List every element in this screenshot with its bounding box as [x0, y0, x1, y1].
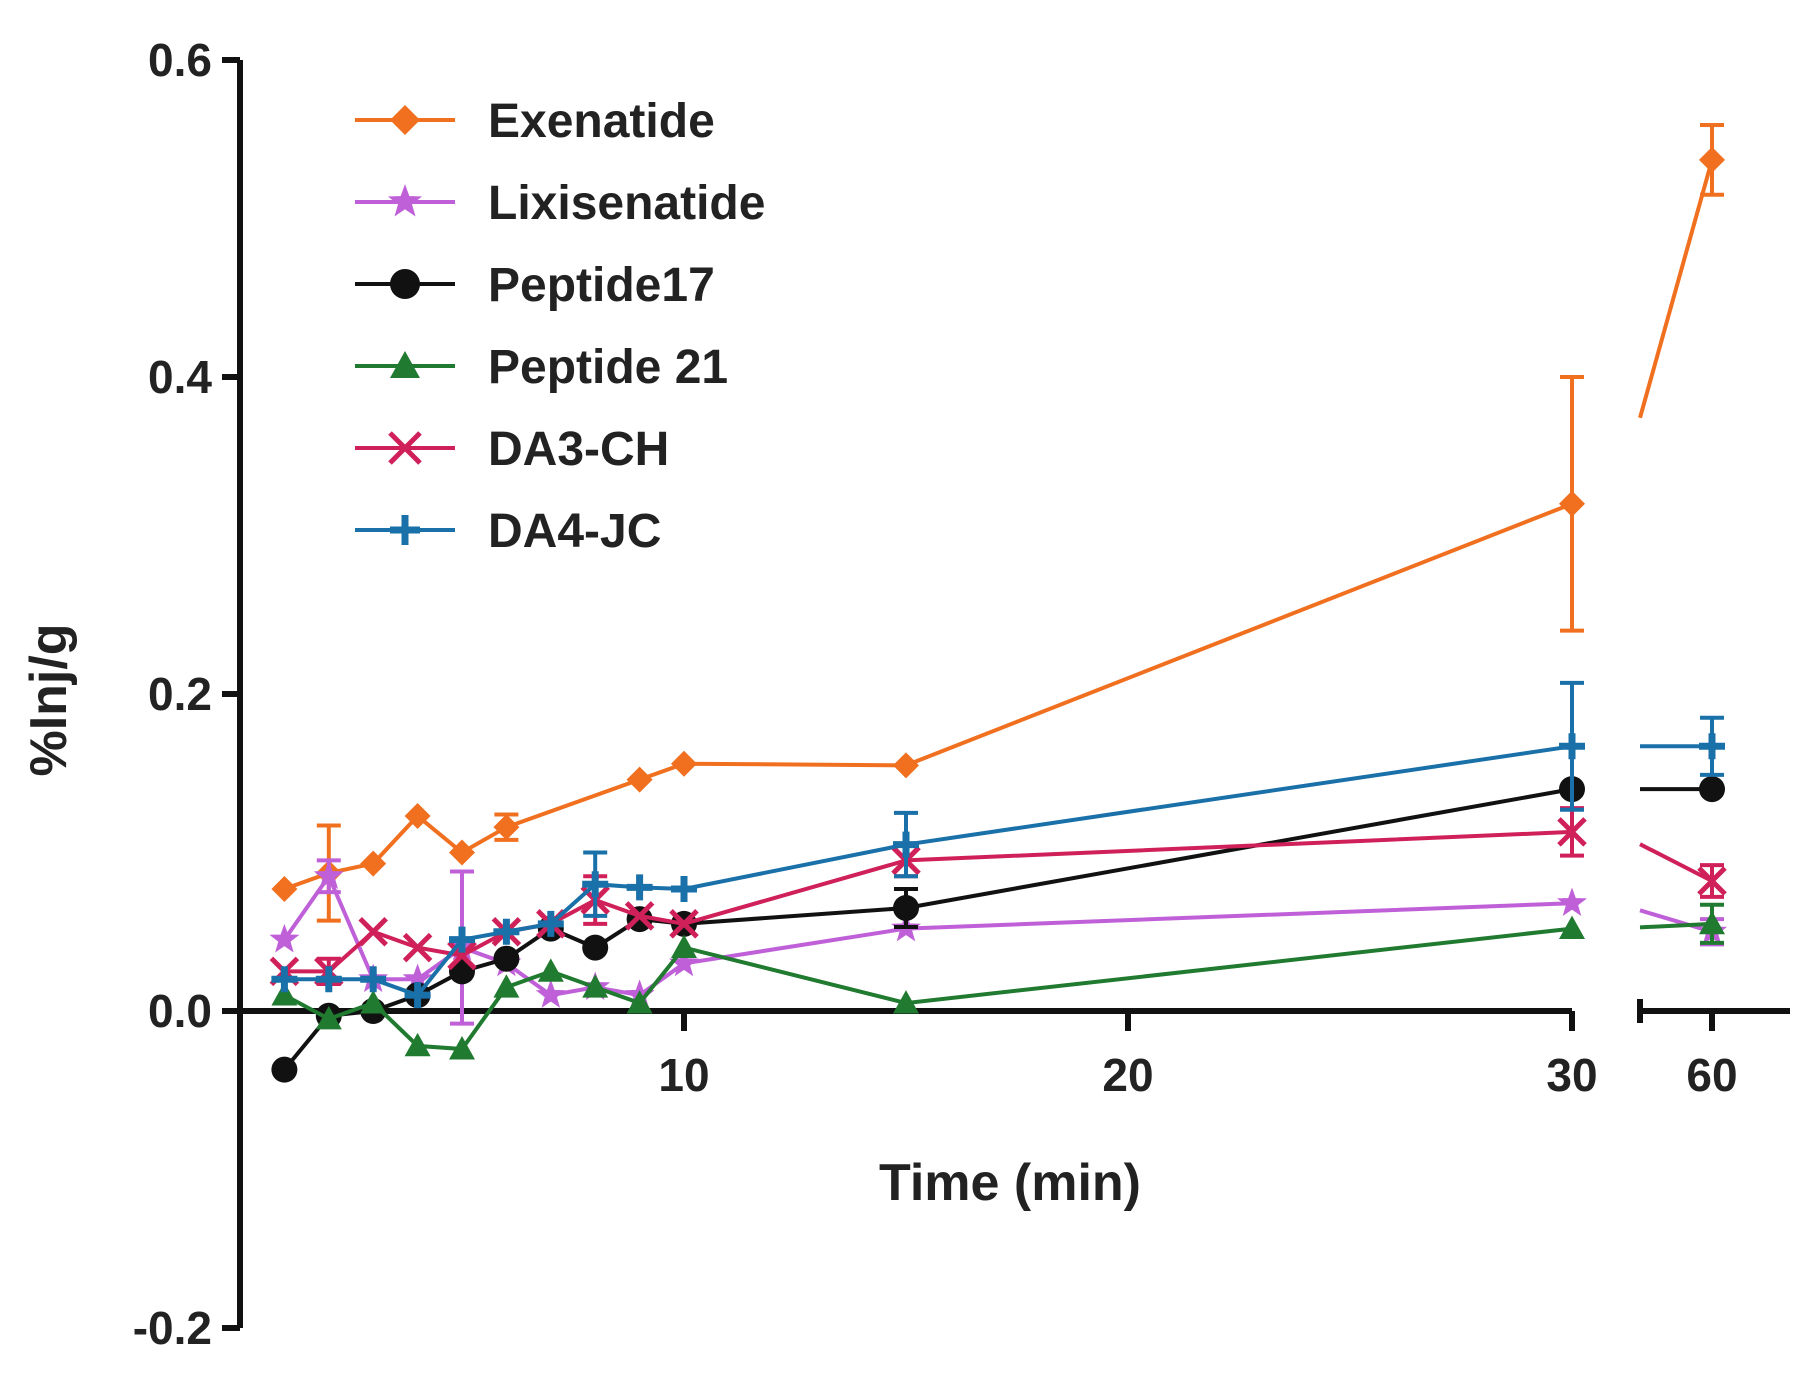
x-tick-label: 30 [1546, 1049, 1597, 1101]
data-point [269, 923, 300, 953]
legend-label: Lixisenatide [488, 177, 765, 230]
data-point [449, 1036, 475, 1060]
y-tick-label: -0.2 [133, 1302, 212, 1354]
data-point [582, 974, 609, 998]
data-point [626, 874, 653, 901]
data-point [893, 990, 919, 1014]
data-point [313, 860, 344, 890]
legend-marker-circle-icon [390, 269, 420, 299]
data-point [1699, 733, 1725, 760]
data-point [537, 958, 564, 982]
data-point [271, 1056, 298, 1083]
legend-item: Peptide 21 [355, 341, 728, 394]
legend-item: DA4-JC [355, 505, 661, 558]
data-point [893, 752, 919, 779]
data-point [1557, 817, 1587, 847]
series-line [283, 501, 1573, 891]
data-point [404, 1032, 431, 1057]
y-tick-label: 0.4 [148, 351, 212, 403]
legend-item: Exenatide [355, 95, 715, 148]
series-da4-jc [271, 680, 1725, 1009]
y-tick-label: 0.0 [148, 985, 212, 1037]
legend-marker-diamond-icon [390, 105, 420, 135]
data-point [315, 1005, 342, 1030]
data-point [626, 766, 653, 793]
x-tick-label: 20 [1102, 1049, 1153, 1101]
data-point [671, 934, 697, 958]
data-point [404, 803, 431, 830]
legend-label: DA3-CH [488, 423, 669, 476]
data-point [493, 974, 520, 998]
data-point [447, 940, 477, 971]
legend-item: Peptide17 [355, 259, 715, 312]
data-point [671, 875, 697, 902]
series-line-segment-2 [1638, 159, 1714, 419]
data-point [1559, 733, 1585, 760]
data-point [1699, 146, 1725, 173]
y-tick-label: 0.6 [148, 34, 212, 86]
data-point [1697, 866, 1727, 896]
series-line [284, 744, 1573, 998]
series-line-segment-2 [1639, 842, 1713, 883]
data-point [493, 814, 520, 841]
data-point [1699, 776, 1725, 803]
data-point [893, 894, 919, 921]
legend-label: Exenatide [488, 95, 715, 148]
legend-marker-x-icon [388, 431, 422, 465]
data-point [271, 966, 298, 993]
data-point [582, 871, 609, 898]
data-point [1559, 490, 1585, 517]
data-point [315, 966, 342, 993]
legend-label: Peptide17 [488, 259, 715, 312]
data-point [449, 839, 475, 866]
series-peptide17 [271, 776, 1725, 1083]
data-point [449, 926, 475, 953]
legend-marker-triangle-icon [390, 351, 420, 378]
data-point [626, 990, 653, 1014]
data-point [624, 901, 655, 931]
data-point [493, 945, 520, 972]
data-point [271, 875, 298, 902]
y-axis-label: %Inj/g [20, 623, 78, 776]
legend-item: DA3-CH [355, 423, 669, 476]
data-point [271, 982, 298, 1006]
legend-label: Peptide 21 [488, 341, 728, 394]
series-line-segment-2 [1639, 921, 1713, 930]
legend: Exenatide Lixisenatide Peptide17 Peptide 21… [355, 95, 765, 558]
data-point [358, 916, 388, 947]
data-point [402, 932, 433, 963]
data-point [360, 990, 387, 1014]
data-point [1699, 910, 1725, 935]
data-point [535, 979, 566, 1008]
legend-marker-star-icon [387, 184, 423, 217]
y-tick-label: 0.2 [148, 668, 212, 720]
data-point [671, 750, 697, 777]
legend-marker-plus-icon [390, 515, 420, 545]
plot-area [269, 122, 1728, 1083]
data-point [669, 909, 699, 939]
x-tick-label: 60 [1686, 1049, 1737, 1101]
legend-item: Lixisenatide [355, 177, 765, 230]
x-axis-label: Time (min) [879, 1154, 1141, 1212]
data-point [537, 910, 564, 937]
x-tick-label: 10 [658, 1049, 709, 1101]
data-point [360, 966, 387, 993]
series-peptide-21 [271, 902, 1725, 1060]
data-point [1559, 915, 1585, 939]
data-point [404, 982, 431, 1009]
data-point [360, 850, 387, 877]
legend-label: DA4-JC [488, 505, 661, 558]
data-point [582, 934, 609, 961]
data-point [493, 918, 520, 945]
data-point [893, 831, 919, 858]
data-point [1556, 887, 1588, 916]
